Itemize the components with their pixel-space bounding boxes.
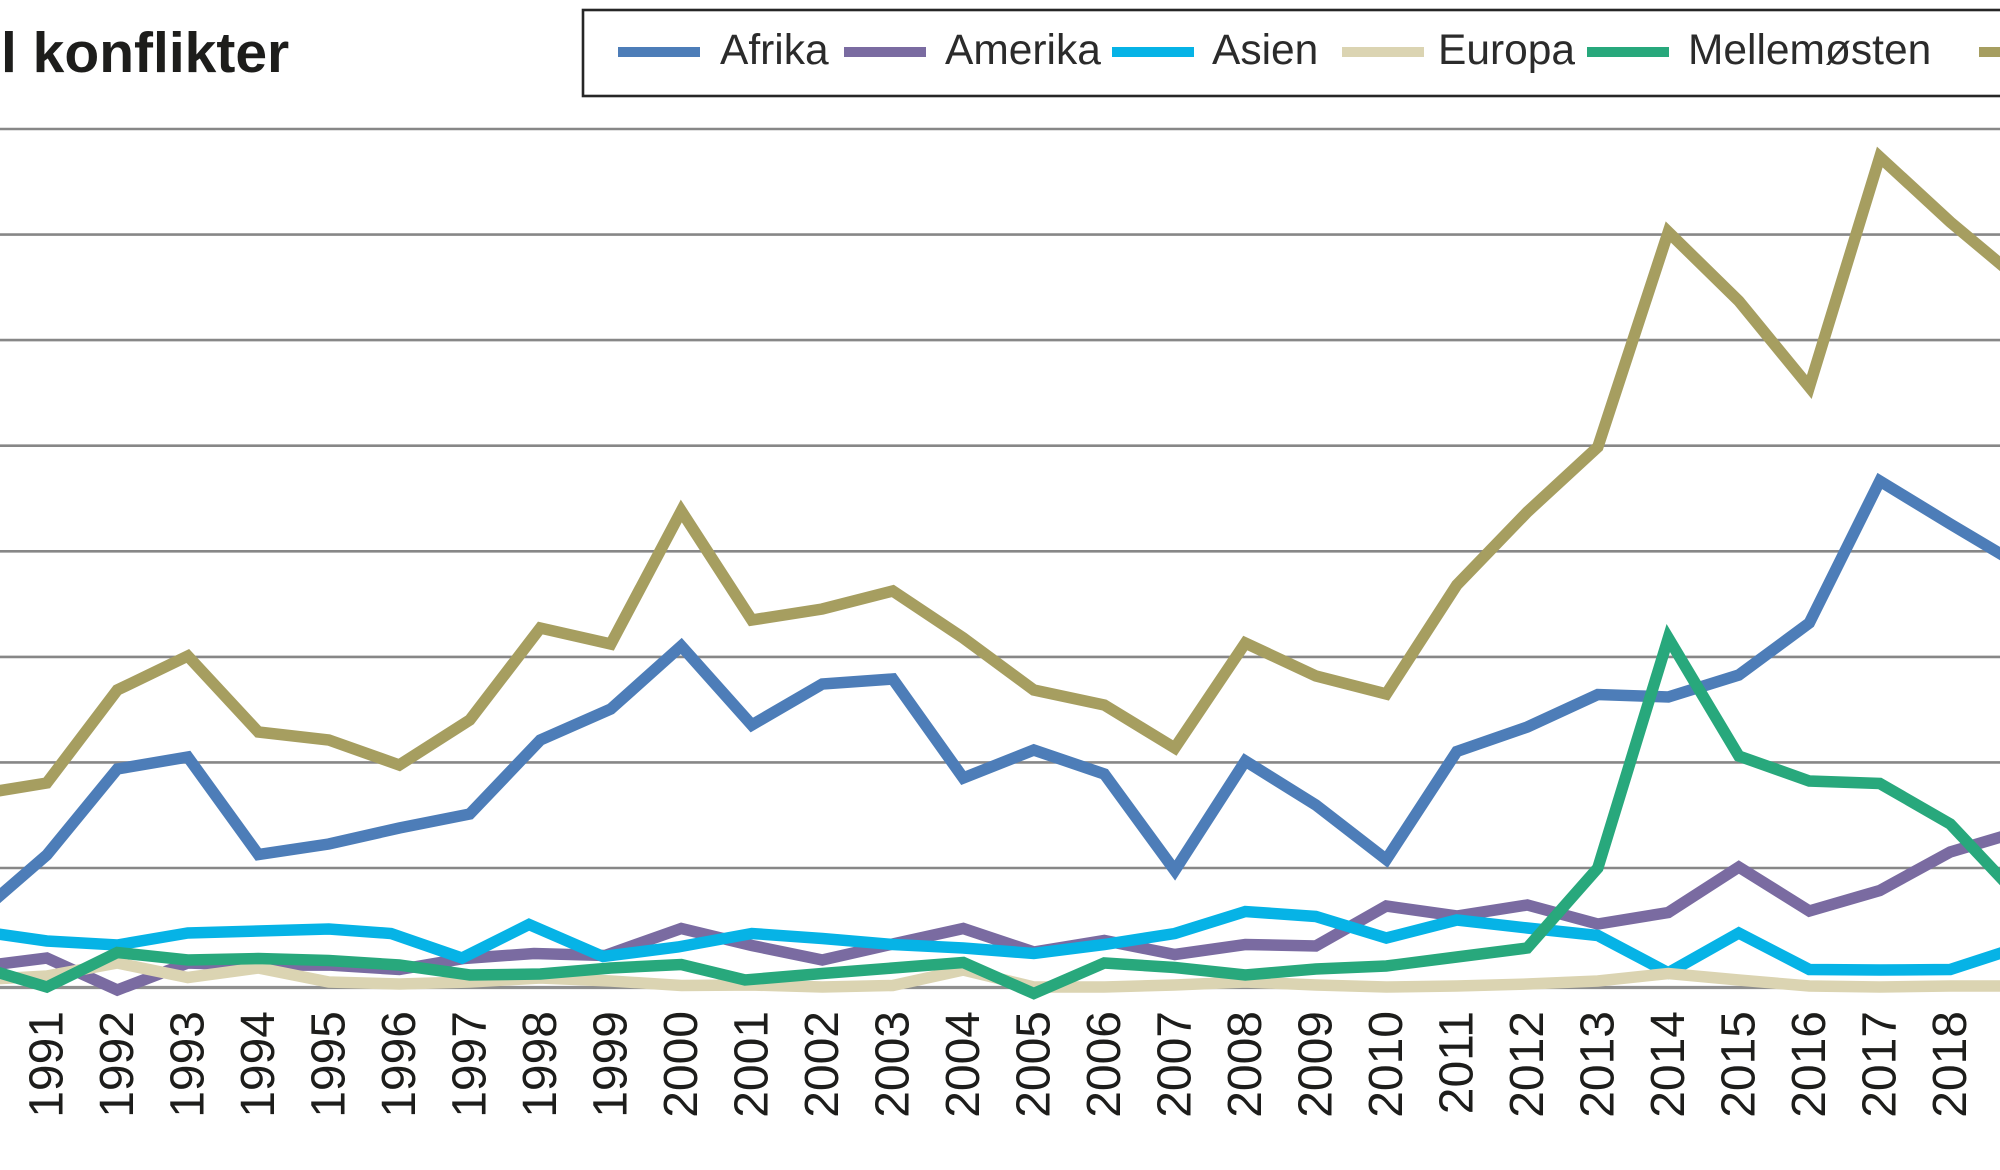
svg-text:2004: 2004 <box>937 1011 990 1118</box>
svg-text:2018: 2018 <box>1924 1011 1977 1118</box>
svg-text:2015: 2015 <box>1712 1011 1765 1118</box>
svg-text:2001: 2001 <box>725 1011 778 1118</box>
svg-text:Mellemøsten: Mellemøsten <box>1688 27 1931 74</box>
svg-text:2012: 2012 <box>1501 1011 1554 1118</box>
svg-text:1995: 1995 <box>302 1011 355 1118</box>
svg-text:2013: 2013 <box>1571 1011 1624 1118</box>
svg-text:2014: 2014 <box>1642 1011 1695 1118</box>
svg-text:Afrika: Afrika <box>720 27 829 74</box>
svg-text:1992: 1992 <box>91 1011 144 1118</box>
svg-text:2007: 2007 <box>1148 1011 1201 1118</box>
svg-text:Amerika: Amerika <box>945 27 1101 74</box>
svg-text:1999: 1999 <box>584 1011 637 1118</box>
svg-text:1997: 1997 <box>443 1011 496 1118</box>
svg-text:Asien: Asien <box>1212 27 1318 74</box>
svg-text:1996: 1996 <box>373 1011 426 1118</box>
svg-text:2000: 2000 <box>655 1011 708 1118</box>
svg-text:2008: 2008 <box>1219 1011 1272 1118</box>
svg-text:2009: 2009 <box>1289 1011 1342 1118</box>
svg-text:l konflikter: l konflikter <box>1 21 289 85</box>
svg-text:2005: 2005 <box>1007 1011 1060 1118</box>
svg-text:1993: 1993 <box>161 1011 214 1118</box>
svg-text:2011: 2011 <box>1430 1011 1483 1114</box>
svg-text:Europa: Europa <box>1438 27 1575 74</box>
svg-text:1998: 1998 <box>514 1011 567 1118</box>
svg-text:2002: 2002 <box>796 1011 849 1118</box>
svg-text:2006: 2006 <box>1078 1011 1131 1118</box>
svg-text:2010: 2010 <box>1360 1011 1413 1118</box>
svg-text:1991: 1991 <box>20 1011 73 1118</box>
svg-text:1994: 1994 <box>232 1011 285 1118</box>
svg-text:2017: 2017 <box>1853 1011 1906 1118</box>
svg-text:2016: 2016 <box>1783 1011 1836 1118</box>
svg-text:2003: 2003 <box>866 1011 919 1118</box>
